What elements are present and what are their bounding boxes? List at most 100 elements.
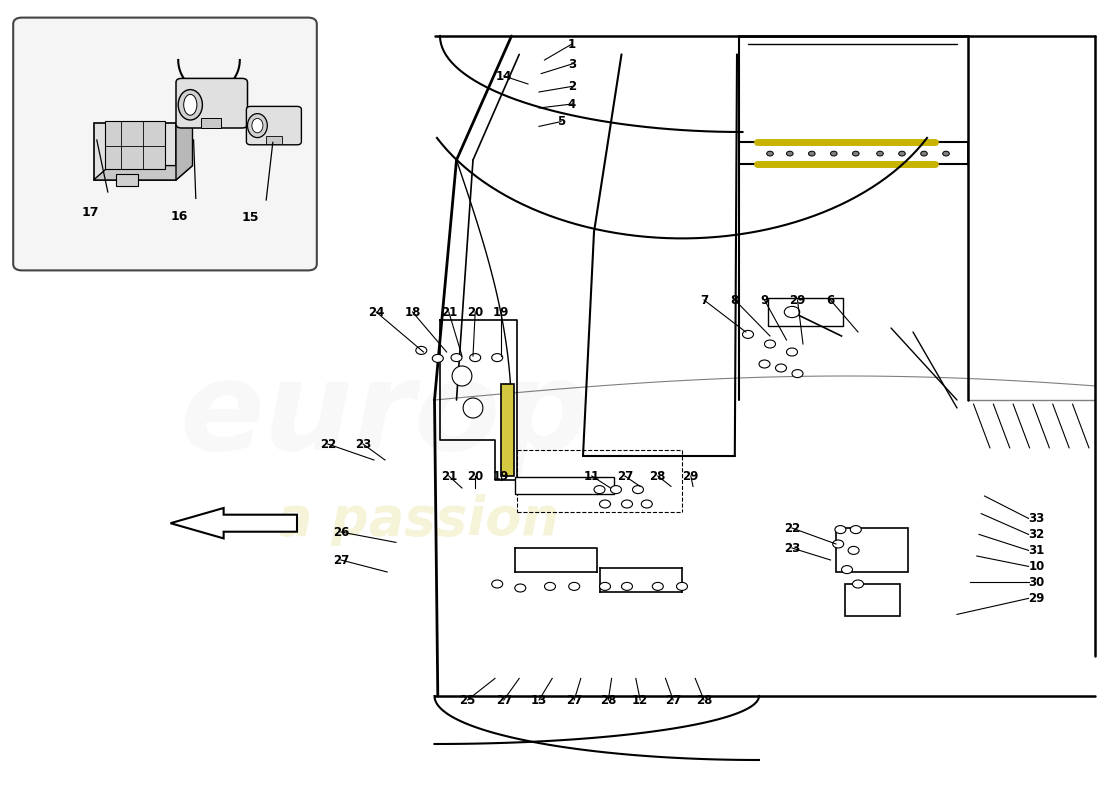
- Circle shape: [676, 582, 688, 590]
- Text: 25: 25: [460, 694, 475, 706]
- Text: 28: 28: [601, 694, 616, 706]
- Circle shape: [600, 582, 610, 590]
- Circle shape: [835, 526, 846, 534]
- Text: 26: 26: [333, 526, 349, 538]
- Circle shape: [416, 346, 427, 354]
- Circle shape: [600, 500, 610, 508]
- Text: 29: 29: [790, 294, 805, 306]
- FancyBboxPatch shape: [845, 584, 900, 616]
- Circle shape: [877, 151, 883, 156]
- Circle shape: [808, 151, 815, 156]
- Text: 19: 19: [493, 306, 508, 318]
- Text: 27: 27: [617, 470, 632, 482]
- Circle shape: [767, 151, 773, 156]
- FancyBboxPatch shape: [94, 123, 176, 180]
- Circle shape: [921, 151, 927, 156]
- Text: 11: 11: [584, 470, 600, 482]
- Circle shape: [786, 151, 793, 156]
- Text: 16: 16: [170, 210, 188, 222]
- Circle shape: [632, 486, 644, 494]
- Text: 24: 24: [368, 306, 384, 318]
- Circle shape: [621, 582, 632, 590]
- Text: 6: 6: [826, 294, 835, 306]
- Circle shape: [842, 566, 852, 574]
- Text: 18: 18: [405, 306, 420, 318]
- Circle shape: [759, 360, 770, 368]
- Text: 13: 13: [531, 694, 547, 706]
- Ellipse shape: [463, 398, 483, 418]
- Ellipse shape: [184, 94, 197, 115]
- Text: 12: 12: [632, 694, 648, 706]
- FancyBboxPatch shape: [515, 477, 614, 494]
- Text: 7: 7: [700, 294, 708, 306]
- Circle shape: [432, 354, 443, 362]
- Text: 15: 15: [242, 211, 260, 224]
- Ellipse shape: [248, 114, 267, 138]
- Text: a passion: a passion: [277, 494, 559, 546]
- Circle shape: [850, 526, 861, 534]
- Text: 3: 3: [568, 58, 576, 70]
- FancyBboxPatch shape: [266, 136, 282, 144]
- Ellipse shape: [252, 118, 263, 133]
- Circle shape: [943, 151, 949, 156]
- Circle shape: [833, 540, 844, 548]
- Text: 27: 27: [333, 554, 349, 566]
- Text: 33: 33: [1028, 512, 1045, 525]
- Text: 19: 19: [493, 470, 508, 482]
- Circle shape: [569, 582, 580, 590]
- FancyBboxPatch shape: [768, 298, 843, 326]
- Polygon shape: [170, 508, 297, 538]
- Text: 31: 31: [1028, 544, 1045, 557]
- Circle shape: [899, 151, 905, 156]
- Polygon shape: [176, 109, 192, 180]
- Circle shape: [544, 582, 556, 590]
- Text: 28: 28: [650, 470, 666, 482]
- Text: 29: 29: [683, 470, 698, 482]
- Text: 27: 27: [496, 694, 512, 706]
- Text: 4: 4: [568, 98, 576, 110]
- Circle shape: [641, 500, 652, 508]
- FancyBboxPatch shape: [116, 174, 138, 186]
- Circle shape: [848, 546, 859, 554]
- Text: 27: 27: [566, 694, 582, 706]
- Ellipse shape: [178, 90, 202, 120]
- Text: 20: 20: [468, 470, 483, 482]
- FancyBboxPatch shape: [201, 118, 221, 128]
- Circle shape: [742, 330, 754, 338]
- Circle shape: [652, 582, 663, 590]
- Text: 8: 8: [730, 294, 739, 306]
- Text: 5: 5: [557, 115, 565, 128]
- Circle shape: [515, 584, 526, 592]
- Circle shape: [621, 500, 632, 508]
- FancyBboxPatch shape: [13, 18, 317, 270]
- Text: 21: 21: [441, 306, 456, 318]
- Circle shape: [492, 354, 503, 362]
- Text: europ: europ: [179, 355, 591, 477]
- Text: 9: 9: [760, 294, 769, 306]
- Text: 27: 27: [666, 694, 681, 706]
- FancyBboxPatch shape: [836, 528, 908, 572]
- FancyBboxPatch shape: [246, 106, 301, 145]
- Text: 14: 14: [496, 70, 512, 82]
- Text: 32: 32: [1028, 528, 1045, 541]
- Text: 2: 2: [568, 80, 576, 93]
- Text: 1: 1: [568, 38, 576, 50]
- Ellipse shape: [452, 366, 472, 386]
- Text: 23: 23: [784, 542, 800, 554]
- Circle shape: [792, 370, 803, 378]
- Text: 22: 22: [784, 522, 800, 534]
- Text: 28: 28: [696, 694, 712, 706]
- Text: 29: 29: [1028, 592, 1045, 605]
- Circle shape: [786, 348, 798, 356]
- Circle shape: [492, 580, 503, 588]
- Text: 10: 10: [1028, 560, 1045, 573]
- Circle shape: [830, 151, 837, 156]
- Circle shape: [852, 151, 859, 156]
- Circle shape: [776, 364, 786, 372]
- Circle shape: [451, 354, 462, 362]
- Text: 23: 23: [355, 438, 371, 450]
- Text: 20: 20: [468, 306, 483, 318]
- Text: 22: 22: [320, 438, 336, 450]
- Text: 30: 30: [1028, 576, 1045, 589]
- Circle shape: [852, 580, 864, 588]
